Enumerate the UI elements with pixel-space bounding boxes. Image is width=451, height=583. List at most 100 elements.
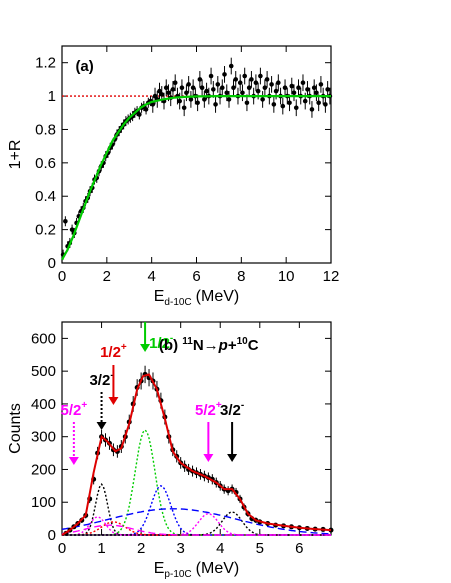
panel-b-annotation-arrowhead: [203, 454, 214, 462]
panel-a-x-label-sub: d-10C: [164, 297, 191, 308]
panel-b-x-tick-label: 3: [177, 540, 185, 557]
panel-a-data-point: [152, 93, 158, 99]
panel-a-data-point: [157, 88, 162, 94]
panel-a-x-tick-label: 4: [147, 268, 155, 285]
panel-a-data-point: [159, 92, 165, 97]
panel-a-data-point: [231, 85, 236, 91]
panel-a-data-point: [208, 73, 214, 79]
panel-a-data-point: [204, 88, 209, 94]
panel-b-component-curve: [62, 512, 331, 536]
panel-a-data-point: [262, 85, 268, 91]
panel-a: 0 2 4 6 8 10 12 0 0.2 0.4 0.6 0.8 1 1.2 (a) 1+R Ed-10…: [7, 45, 340, 308]
panel-a-data-point: [228, 63, 234, 69]
panel-b-component-curve: [61, 524, 331, 536]
panel-a-data-point: [311, 85, 317, 91]
panel-a-data-point: [190, 85, 196, 91]
panel-b-label-text: (b): [159, 337, 178, 354]
panel-a-data-point: [255, 88, 261, 94]
panel-a-frame: [61, 45, 332, 264]
panel-a-data-point: [222, 72, 227, 77]
panel-b-y-tick-label: 600: [31, 330, 56, 347]
panel-b-annotation-sup: +: [81, 400, 87, 411]
panel-a-y-tick-label: 0.2: [35, 222, 56, 239]
panel-a-data-point: [213, 102, 218, 107]
panel-a-data-point: [202, 97, 207, 102]
panel-a-data-point: [314, 90, 319, 96]
panel-a-data-point: [163, 85, 169, 91]
panel-b-annotation-arrowhead: [140, 344, 151, 352]
panel-b-x-tick-label: 2: [137, 540, 145, 557]
panel-a-data-point: [233, 77, 239, 82]
panel-a-y-axis-label: 1+R: [7, 140, 24, 170]
panel-b-annotation-label: 3/2-: [220, 400, 244, 419]
panel-b-annotation-label: 5/2+: [61, 400, 88, 419]
panel-a-data-point: [273, 88, 279, 94]
panel-a-data-point: [249, 77, 254, 82]
panel-a-x-tick-label: 2: [103, 268, 111, 285]
panel-b-annotation-label: 5/2+: [195, 400, 222, 419]
panel-b-annotation-label: 1/2+: [100, 342, 127, 361]
panel-b-annotation-arrowhead: [227, 454, 238, 462]
panel-a-data-point: [323, 102, 328, 107]
panel-b-y-tick-label: 0: [48, 527, 56, 544]
panel-a-data-point: [137, 112, 142, 117]
panel-b-x-tick-label: 1: [97, 540, 105, 557]
panel-a-data-point: [309, 107, 315, 112]
panel-b-annotation-sup: +: [216, 400, 222, 411]
panel-b-annotation-sup: -: [241, 400, 244, 411]
panel-b-y-tick-label: 300: [31, 429, 56, 446]
panel-b-y-axis-label: Counts: [7, 403, 24, 454]
panel-a-data-point: [302, 98, 308, 104]
panel-a-data-point: [258, 73, 263, 79]
panel-a-data-point: [276, 80, 281, 86]
panel-b-x-label-main: E: [154, 560, 165, 577]
reaction-plus: +: [228, 337, 237, 354]
panel-b-x-tick-label: 6: [295, 540, 303, 557]
panel-a-y-tick-label: 0.6: [35, 155, 56, 172]
panel-a-data-point: [215, 82, 221, 87]
panel-a-data-point: [305, 87, 310, 92]
panel-a-x-tick-label: 6: [192, 268, 200, 285]
panel-a-data-point: [211, 87, 216, 92]
panel-a-data-point: [226, 97, 232, 102]
panel-b-annotation-arrowhead: [68, 457, 79, 465]
panel-b-total-fit: [61, 373, 332, 536]
panel-a-y-tick-label: 0.4: [35, 188, 56, 205]
panel-a-data-point: [224, 90, 230, 96]
panel-a-data-point: [264, 77, 270, 82]
panel-a-x-tick-label: 12: [323, 268, 340, 285]
panel-b-component-curve: [62, 511, 331, 536]
panel-b-component-curve: [61, 508, 331, 535]
panel-b-annotation-arrowhead: [108, 397, 119, 405]
panel-b-y-tick-label: 400: [31, 396, 56, 413]
panel-a-data-point: [293, 105, 299, 111]
panel-a-data-point: [186, 82, 191, 87]
panel-a-x-tick-label: 10: [278, 268, 295, 285]
panel-a-data-point: [300, 80, 306, 86]
panel-b-x-axis-label: Ep-10C (MeV): [154, 560, 239, 580]
panel-b-y-tick-label: 500: [31, 363, 56, 380]
panel-a-label: (a): [75, 58, 93, 75]
panel-a-data-point: [237, 80, 243, 86]
reaction-c: C: [248, 337, 259, 354]
panel-b-annotation-sup: +: [121, 342, 127, 353]
panel-b-annotation-sup: -: [110, 370, 113, 381]
panel-a-data-point: [242, 73, 247, 79]
panel-a-y-tick-label: 1.2: [35, 55, 56, 72]
reaction-n: N→: [193, 337, 219, 354]
panel-a-data-point: [177, 98, 182, 104]
panel-b-x-label-sub: p-10C: [164, 569, 191, 580]
panel-b-x-label-unit: (MeV): [196, 560, 240, 577]
panel-a-data-point: [170, 87, 176, 92]
panel-b-x-tick-label: 5: [256, 540, 264, 557]
panel-b-x-tick-label: 0: [58, 540, 66, 557]
panel-a-data-point: [181, 105, 187, 111]
panel-b-label: (b) 11N→p+10C: [159, 336, 259, 354]
panel-a-data-point: [197, 77, 203, 82]
panel-a-data-point: [318, 82, 324, 87]
panel-a-data-point: [219, 85, 225, 91]
panel-a-data-point: [325, 87, 330, 92]
panel-a-data-point: [188, 97, 194, 102]
panel-b-y-tick-label: 100: [31, 494, 56, 511]
